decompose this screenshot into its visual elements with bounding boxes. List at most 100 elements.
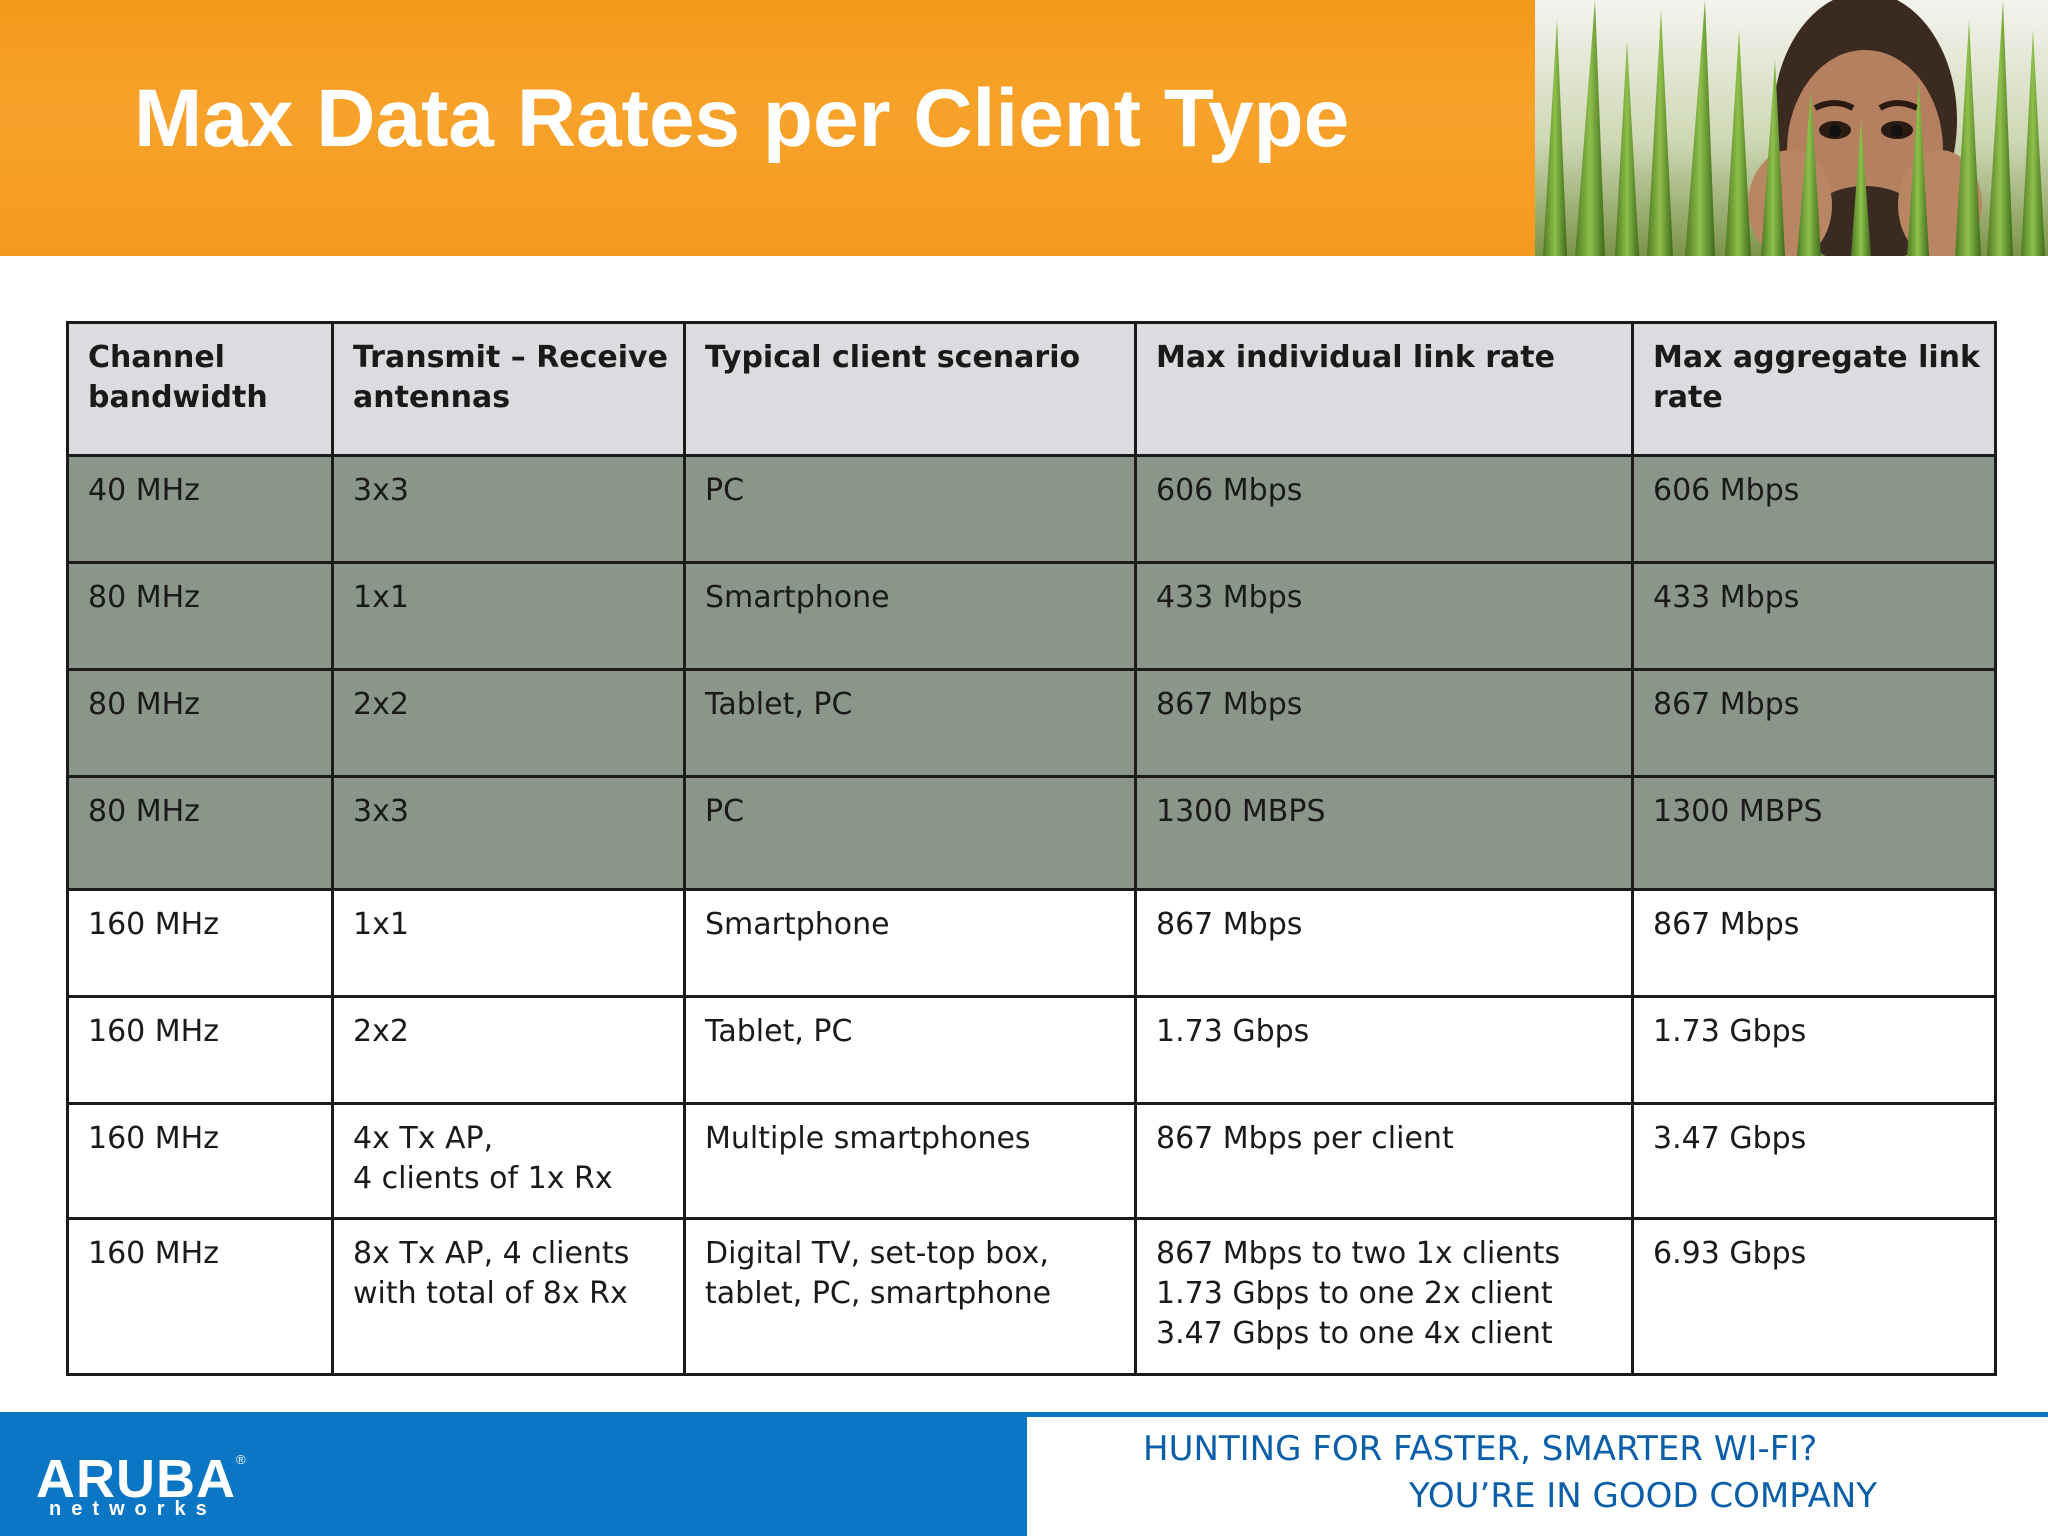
footer-blue-band	[0, 1412, 1027, 1536]
table-cell: 606 Mbps	[1134, 454, 1634, 564]
table-cell: 867 Mbps	[1134, 668, 1634, 778]
table-cell: 160 MHz	[66, 995, 334, 1105]
cell-line: 433 Mbps	[1653, 580, 1800, 615]
cell-line: 4x Tx AP,	[353, 1121, 494, 1156]
cell-line: 867 Mbps to two 1x clients	[1156, 1236, 1561, 1271]
cell-line: 606 Mbps	[1653, 473, 1800, 508]
cell-line: Max aggregate link	[1653, 340, 1980, 375]
table-row: 80 MHz 1x1 Smartphone 433 Mbps 433 Mbps	[66, 561, 1997, 671]
cell-line: Tablet, PC	[705, 1014, 853, 1049]
cell-line: 3.47 Gbps to one 4x client	[1156, 1316, 1553, 1351]
cell-line: PC	[705, 794, 745, 829]
table-cell: Smartphone	[683, 888, 1137, 998]
table-cell: 1.73 Gbps	[1631, 995, 1997, 1105]
table-cell: 80 MHz	[66, 561, 334, 671]
cell-line: 1.73 Gbps to one 2x client	[1156, 1276, 1553, 1311]
cell-line: Multiple smartphones	[705, 1121, 1031, 1156]
cell-line: Max individual link rate	[1156, 340, 1555, 375]
cell-line: 6.93 Gbps	[1653, 1236, 1807, 1271]
table-cell: 3x3	[331, 775, 686, 891]
header-photo	[1535, 0, 2048, 256]
cell-line: 2x2	[353, 1014, 409, 1049]
man-in-grass-image	[1535, 0, 2048, 256]
table-row: 80 MHz 2x2 Tablet, PC 867 Mbps 867 Mbps	[66, 668, 1997, 778]
cell-line: Smartphone	[705, 580, 890, 615]
table-cell: 1.73 Gbps	[1134, 995, 1634, 1105]
table-cell: 606 Mbps	[1631, 454, 1997, 564]
cell-line: 4 clients of 1x Rx	[353, 1161, 613, 1196]
cell-line: with total of 8x Rx	[353, 1276, 628, 1311]
cell-line: bandwidth	[88, 380, 268, 415]
cell-line: 80 MHz	[88, 580, 200, 615]
table-row: 40 MHz 3x3 PC 606 Mbps 606 Mbps	[66, 454, 1997, 564]
table-cell: 40 MHz	[66, 454, 334, 564]
table-cell: 867 Mbps per client	[1134, 1102, 1634, 1220]
cell-line: 1.73 Gbps	[1156, 1014, 1310, 1049]
cell-line: 433 Mbps	[1156, 580, 1303, 615]
table-cell: 433 Mbps	[1631, 561, 1997, 671]
table-row: 160 MHz 2x2 Tablet, PC 1.73 Gbps 1.73 Gb…	[66, 995, 1997, 1105]
table-cell: Tablet, PC	[683, 668, 1137, 778]
table-cell: Digital TV, set-top box, tablet, PC, sma…	[683, 1217, 1137, 1376]
table-cell: Smartphone	[683, 561, 1137, 671]
title-banner: Max Data Rates per Client Type	[0, 0, 1535, 256]
header-aggregate-link-rate: Max aggregate link rate	[1631, 321, 1997, 457]
table-cell: 3.47 Gbps	[1631, 1102, 1997, 1220]
cell-line: 3x3	[353, 794, 409, 829]
aruba-logo-subtitle: networks	[49, 1498, 217, 1520]
table-cell: 867 Mbps	[1631, 668, 1997, 778]
table-cell: 80 MHz	[66, 775, 334, 891]
cell-line: Smartphone	[705, 907, 890, 942]
table-cell: 1300 MBPS	[1134, 775, 1634, 891]
table-cell: Multiple smartphones	[683, 1102, 1137, 1220]
table-cell: 2x2	[331, 668, 686, 778]
cell-line: Tablet, PC	[705, 687, 853, 722]
aruba-logo: ARUBA	[36, 1449, 236, 1509]
footer-divider-line	[1027, 1412, 2048, 1417]
table-cell: 160 MHz	[66, 1102, 334, 1220]
table-cell: 8x Tx AP, 4 clients with total of 8x Rx	[331, 1217, 686, 1376]
cell-line: 8x Tx AP, 4 clients	[353, 1236, 630, 1271]
table-cell: 867 Mbps	[1631, 888, 1997, 998]
cell-line: 80 MHz	[88, 687, 200, 722]
cell-line: PC	[705, 473, 745, 508]
table-row: 160 MHz 1x1 Smartphone 867 Mbps 867 Mbps	[66, 888, 1997, 998]
table-cell: 2x2	[331, 995, 686, 1105]
cell-line: 1.73 Gbps	[1653, 1014, 1807, 1049]
cell-line: 867 Mbps per client	[1156, 1121, 1454, 1156]
table-cell: PC	[683, 454, 1137, 564]
table-cell: 867 Mbps to two 1x clients 1.73 Gbps to …	[1134, 1217, 1634, 1376]
cell-line: 3x3	[353, 473, 409, 508]
footer-tagline-line-2: YOU’RE IN GOOD COMPANY	[1409, 1476, 1878, 1516]
slide-title: Max Data Rates per Client Type	[134, 73, 1350, 164]
cell-line: 1300 MBPS	[1156, 794, 1326, 829]
table-cell: 6.93 Gbps	[1631, 1217, 1997, 1376]
cell-line: 1300 MBPS	[1653, 794, 1823, 829]
header-individual-link-rate: Max individual link rate	[1134, 321, 1634, 457]
table-row: 80 MHz 3x3 PC 1300 MBPS 1300 MBPS	[66, 775, 1997, 891]
table-cell: 3x3	[331, 454, 686, 564]
table-cell: 867 Mbps	[1134, 888, 1634, 998]
cell-line: 160 MHz	[88, 907, 219, 942]
cell-line: 606 Mbps	[1156, 473, 1303, 508]
table-cell: 1x1	[331, 888, 686, 998]
table-header-row: Channel bandwidth Transmit – Receive ant…	[66, 321, 1997, 457]
cell-line: 867 Mbps	[1156, 687, 1303, 722]
cell-line: 3.47 Gbps	[1653, 1121, 1807, 1156]
table-cell: 160 MHz	[66, 888, 334, 998]
cell-line: 40 MHz	[88, 473, 200, 508]
table-row: 160 MHz 8x Tx AP, 4 clients with total o…	[66, 1217, 1997, 1376]
cell-line: 1x1	[353, 907, 409, 942]
footer-tagline-line-1: HUNTING FOR FASTER, SMARTER WI-FI?	[1143, 1429, 1818, 1469]
cell-line: 867 Mbps	[1653, 687, 1800, 722]
table-cell: Tablet, PC	[683, 995, 1137, 1105]
data-rates-table: Channel bandwidth Transmit – Receive ant…	[66, 321, 1997, 1376]
cell-line: rate	[1653, 380, 1723, 415]
table-cell: 160 MHz	[66, 1217, 334, 1376]
table-cell: 4x Tx AP, 4 clients of 1x Rx	[331, 1102, 686, 1220]
cell-line: 80 MHz	[88, 794, 200, 829]
table-cell: 1x1	[331, 561, 686, 671]
cell-line: 1x1	[353, 580, 409, 615]
table-cell: PC	[683, 775, 1137, 891]
cell-line: 160 MHz	[88, 1014, 219, 1049]
